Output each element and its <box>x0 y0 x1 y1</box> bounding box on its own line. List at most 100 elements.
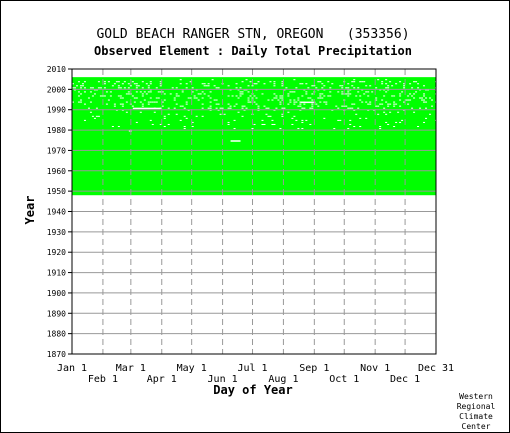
missing-day-mark <box>401 119 404 121</box>
plot-border <box>71 68 437 355</box>
missing-day-mark <box>347 95 350 97</box>
missing-day-mark <box>173 107 176 109</box>
data-gap <box>132 107 161 110</box>
missing-day-mark <box>397 111 400 113</box>
missing-day-mark <box>323 95 326 97</box>
missing-day-mark <box>381 103 384 105</box>
missing-day-mark <box>419 107 422 109</box>
missing-day-mark <box>345 87 348 89</box>
missing-day-mark <box>399 93 402 95</box>
missing-day-mark <box>323 85 326 87</box>
missing-day-mark <box>299 109 302 111</box>
missing-day-mark <box>429 113 432 115</box>
missing-day-mark <box>297 128 300 130</box>
missing-day-mark <box>293 101 296 103</box>
missing-day-mark <box>377 79 380 81</box>
missing-day-mark <box>387 85 390 87</box>
missing-day-mark <box>303 107 306 109</box>
missing-day-mark <box>83 87 86 89</box>
missing-day-mark <box>287 111 290 113</box>
missing-day-mark <box>387 89 390 91</box>
missing-day-mark <box>109 95 112 97</box>
missing-day-mark <box>237 97 240 99</box>
missing-day-mark <box>403 83 406 85</box>
missing-day-mark <box>285 87 288 89</box>
missing-day-mark <box>279 103 282 105</box>
missing-day-mark <box>209 109 212 111</box>
missing-day-mark <box>385 79 388 81</box>
missing-day-mark <box>147 87 150 89</box>
missing-day-mark <box>79 101 82 103</box>
missing-day-mark <box>399 99 402 101</box>
missing-day-mark <box>239 87 242 89</box>
missing-day-mark <box>159 85 162 87</box>
missing-day-mark <box>263 105 266 107</box>
missing-day-mark <box>281 95 284 97</box>
missing-day-mark <box>293 115 296 117</box>
missing-day-mark <box>263 123 266 125</box>
missing-day-mark <box>315 103 318 105</box>
missing-day-mark <box>351 85 354 87</box>
missing-day-mark <box>103 95 106 97</box>
missing-day-mark <box>209 105 212 107</box>
missing-day-mark <box>369 101 372 103</box>
missing-day-mark <box>167 107 170 109</box>
missing-day-mark <box>281 115 284 117</box>
missing-day-mark <box>365 85 368 87</box>
missing-day-mark <box>141 105 144 107</box>
missing-day-mark <box>115 81 118 83</box>
missing-day-mark <box>255 103 258 105</box>
missing-day-mark <box>209 91 212 93</box>
missing-day-mark <box>347 83 350 85</box>
missing-day-mark <box>329 91 332 93</box>
missing-day-mark <box>393 95 396 97</box>
missing-day-mark <box>179 83 182 85</box>
missing-day-mark <box>227 85 230 87</box>
missing-day-mark <box>211 79 214 81</box>
missing-day-mark <box>125 101 128 103</box>
missing-day-mark <box>133 83 136 85</box>
missing-day-mark <box>89 87 92 89</box>
missing-day-mark <box>307 87 310 89</box>
missing-day-mark <box>113 105 116 107</box>
missing-day-mark <box>81 85 84 87</box>
missing-day-mark <box>117 87 120 89</box>
missing-day-mark <box>217 109 220 111</box>
missing-day-mark <box>117 81 120 83</box>
missing-day-mark <box>157 97 160 99</box>
missing-day-mark <box>241 107 244 109</box>
missing-day-mark <box>111 85 114 87</box>
missing-day-mark <box>235 83 238 85</box>
missing-day-mark <box>105 103 108 105</box>
missing-day-mark <box>301 107 304 109</box>
data-block <box>72 77 436 196</box>
missing-day-mark <box>93 117 96 119</box>
missing-day-mark <box>229 89 232 91</box>
missing-day-mark <box>263 83 266 85</box>
missing-day-mark <box>147 101 150 103</box>
missing-day-mark <box>329 95 332 97</box>
missing-day-mark <box>385 121 388 123</box>
missing-day-mark <box>307 97 310 99</box>
missing-day-mark <box>149 119 152 121</box>
missing-day-mark <box>87 97 90 99</box>
missing-day-mark <box>195 89 198 91</box>
missing-day-mark <box>293 79 296 81</box>
missing-day-mark <box>141 103 144 105</box>
missing-day-mark <box>295 119 298 121</box>
missing-day-mark <box>249 81 252 83</box>
missing-day-mark <box>133 101 136 103</box>
missing-day-mark <box>359 95 362 97</box>
missing-day-mark <box>169 93 172 95</box>
missing-day-mark <box>161 101 164 103</box>
missing-day-mark <box>353 79 356 81</box>
missing-day-mark <box>123 81 126 83</box>
missing-day-mark <box>393 101 396 103</box>
missing-day-mark <box>319 93 322 95</box>
missing-day-mark <box>107 81 110 83</box>
missing-day-mark <box>425 101 428 103</box>
missing-day-mark <box>117 95 120 97</box>
missing-day-mark <box>423 93 426 95</box>
missing-day-mark <box>309 123 312 125</box>
missing-day-mark <box>419 89 422 91</box>
